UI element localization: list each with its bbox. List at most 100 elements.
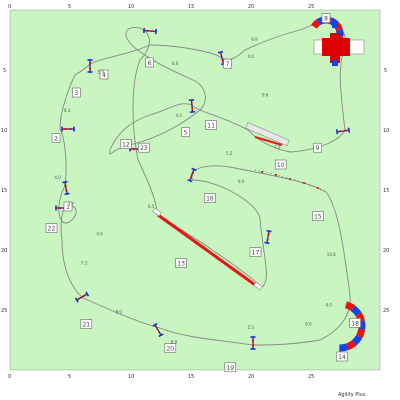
- obstacle-number-box: [312, 211, 324, 221]
- obstacle-number: 11: [205, 120, 217, 130]
- obstacle-number-text: 5: [184, 130, 188, 137]
- obstacle-number: 4: [99, 69, 109, 80]
- distance-label: 7.0: [274, 145, 281, 150]
- obstacle-number: 6: [145, 57, 154, 68]
- x-tick-label: 10: [128, 4, 134, 10]
- x-tick-label: 25: [308, 374, 314, 380]
- distance-label: 8.9: [171, 340, 178, 345]
- distance-label: 3.7: [68, 202, 75, 207]
- x-tick-label: 0: [8, 4, 11, 10]
- x-axis-top-ticks: 0 5 10 15 20 25: [8, 4, 314, 10]
- obstacle-number-box: [205, 120, 217, 130]
- obstacle-number: 15: [312, 211, 324, 221]
- weave-13-poles: [157, 213, 259, 289]
- obstacle-number: 14: [336, 351, 348, 362]
- obstacle-number-text: 11: [207, 122, 215, 129]
- y-tick-label: 10: [383, 128, 389, 134]
- distance-label: 7.3: [81, 260, 88, 265]
- obstacle-number-box: [349, 318, 361, 328]
- x-tick-label: 20: [248, 374, 254, 380]
- obstacle-number-box: [321, 13, 331, 23]
- weave-10-body: [245, 122, 290, 147]
- x-tick-label: 20: [248, 4, 254, 10]
- jump-row-15: [254, 169, 327, 193]
- tunnel-segment: [344, 301, 356, 312]
- obstacle-number-text: 15: [314, 214, 322, 221]
- obstacle-number: 22: [45, 223, 58, 233]
- y-tick-label: 15: [383, 188, 389, 194]
- obstacle-number-box: [249, 247, 262, 257]
- obstacle-number: 10: [274, 159, 287, 170]
- obstacle-number: 20: [164, 343, 177, 353]
- obstacle-number-text: 21: [82, 322, 90, 329]
- obstacle-number: 5: [181, 127, 190, 137]
- contact-8-table: [313, 22, 365, 66]
- x-tick-label: 15: [188, 374, 194, 380]
- distance-label: 4.0: [176, 113, 183, 118]
- brand-label: Agility Plus: [338, 392, 366, 398]
- distance-labels: 4.0 8.3 5.9 8.0 4.0 9.9 9.6 7.0 5.5 4.0 4.6 8.5 9.0 1…: [54, 37, 336, 344]
- obstacle-number-text: 18: [351, 320, 359, 327]
- y-axis-left-ticks: 5 10 15 20 25: [1, 68, 7, 314]
- obstacle-number: 17: [249, 247, 262, 257]
- y-tick-label: 25: [383, 308, 389, 314]
- obstacle-number-text: 7: [226, 61, 230, 68]
- tunnel-segment: [351, 334, 363, 346]
- obstacle-number-box: [274, 159, 287, 170]
- obstacle-number: 19: [224, 362, 237, 373]
- obstacle-number-box: [175, 258, 187, 268]
- distance-label: 9.9: [251, 37, 258, 42]
- obstacle-number-box: [138, 142, 150, 153]
- obstacle-number-text: 17: [252, 250, 260, 257]
- obstacle-number-box: [51, 133, 61, 143]
- distance-label: 4.0: [326, 302, 333, 307]
- tunnel-segment: [355, 312, 365, 323]
- y-tick-label: 10: [1, 128, 7, 134]
- distance-label: 8.0: [172, 61, 179, 66]
- weave-10-poles: [254, 136, 283, 146]
- obstacle-number-text: 16: [206, 196, 214, 203]
- y-axis-right-ticks: 5 10 15 20 25: [383, 68, 389, 314]
- obstacle-number: 18: [349, 318, 361, 328]
- y-tick-label: 5: [3, 68, 6, 74]
- obstacle-number-text: 13: [177, 260, 185, 267]
- distance-label: 9.6: [262, 92, 269, 97]
- distance-label: 4.6: [96, 232, 103, 237]
- obstacle-number-box: [224, 362, 237, 373]
- obstacle-number-text: 4: [102, 72, 106, 79]
- obstacle-number: 8: [321, 13, 331, 23]
- obstacle-number: 9: [313, 142, 322, 153]
- distance-label: 8.3: [64, 108, 71, 113]
- obstacle-number-box: [63, 201, 73, 212]
- obstacle-number-text: 22: [48, 226, 56, 233]
- obstacle-number-text: 6: [148, 60, 152, 67]
- x-tick-label: 25: [308, 4, 314, 10]
- obstacle-number-text: 3: [74, 90, 78, 97]
- obstacle-number-box: [204, 193, 216, 203]
- y-tick-label: 5: [384, 68, 387, 74]
- tunnel-segment: [311, 19, 321, 29]
- distance-label: 8.5: [148, 204, 155, 209]
- obstacle-number: 21: [80, 319, 93, 329]
- x-tick-label: 0: [8, 374, 11, 380]
- y-tick-label: 25: [1, 308, 7, 314]
- distance-label: 5.3: [248, 325, 255, 330]
- tunnel-bottom-right: [339, 301, 366, 352]
- obstacle-number-box: [72, 87, 81, 98]
- x-tick-label: 5: [68, 4, 71, 10]
- obstacle-number: 16: [204, 193, 216, 203]
- obstacle-number-box: [145, 57, 154, 68]
- obstacle-number-box: [120, 139, 132, 149]
- obstacle-number-box: [45, 223, 58, 233]
- weave-13-end-a: [152, 207, 162, 217]
- obstacle-number: 3: [72, 87, 81, 98]
- tunnel-segment: [339, 343, 349, 352]
- obstacle-number: 12: [120, 139, 132, 149]
- obstacle-number-box: [223, 58, 232, 69]
- x-tick-label: 5: [68, 374, 71, 380]
- obstacle-number-text: 20: [166, 346, 174, 353]
- obstacle-number: 7: [223, 58, 232, 69]
- obstacle-number: 13: [175, 258, 187, 268]
